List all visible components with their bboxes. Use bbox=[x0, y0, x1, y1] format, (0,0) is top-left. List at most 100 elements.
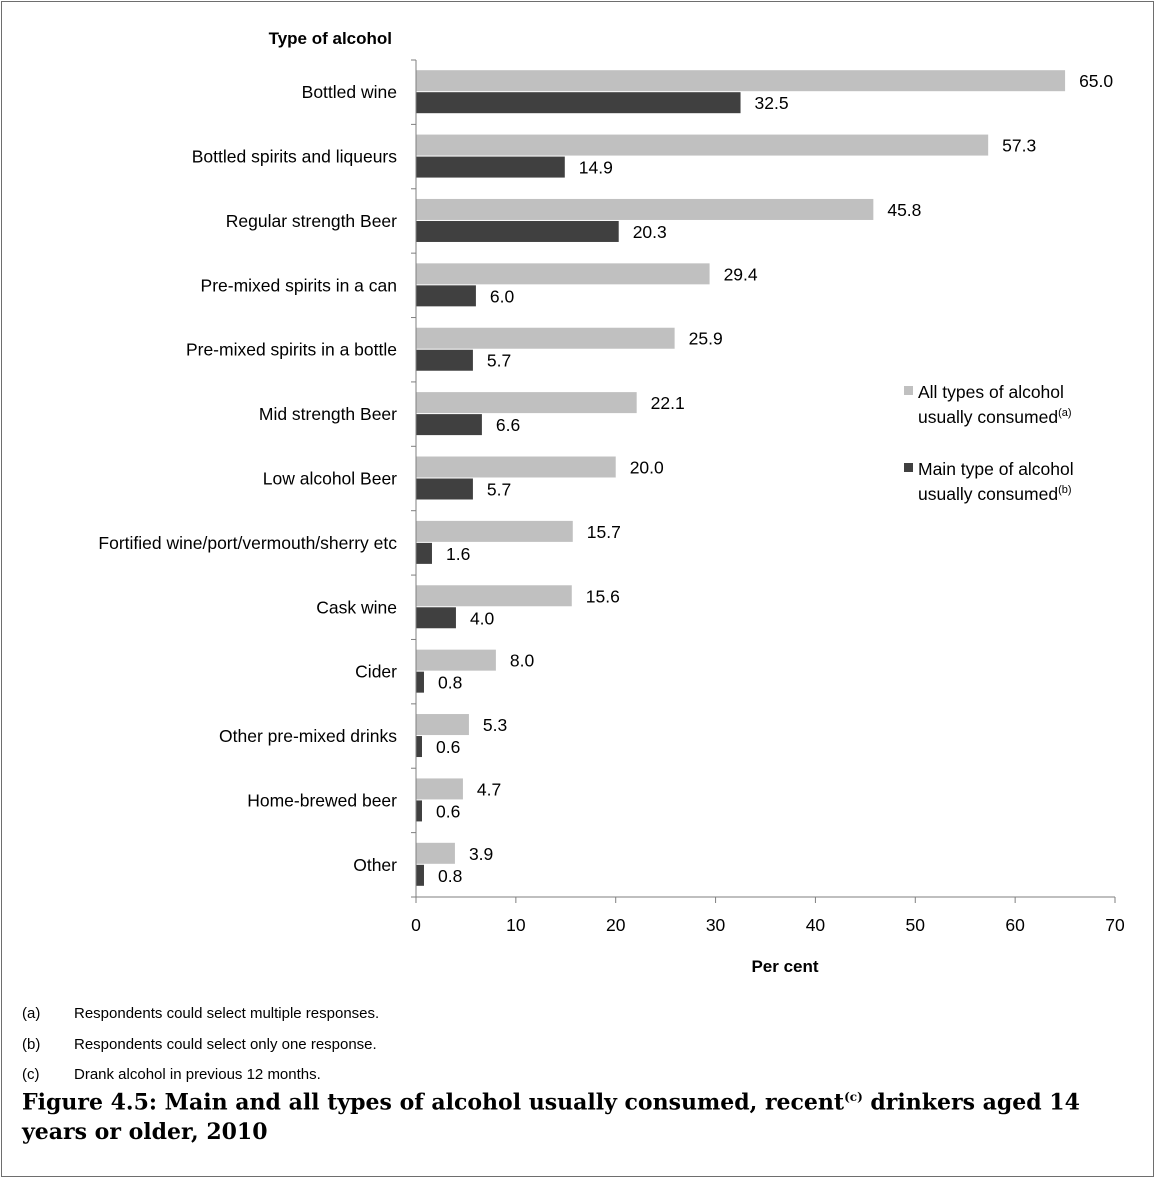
x-tick-label: 60 bbox=[1005, 915, 1025, 935]
data-label: 0.6 bbox=[436, 801, 460, 821]
data-label: 14.9 bbox=[579, 158, 613, 178]
legend-note: (b) bbox=[1058, 484, 1071, 496]
footnote-mark: (a) bbox=[22, 1005, 41, 1022]
bar-all-types bbox=[416, 520, 573, 542]
bar-all-types bbox=[416, 842, 455, 864]
bar-main-type bbox=[416, 220, 619, 242]
footnote-mark: (b) bbox=[22, 1036, 41, 1053]
bar-main-type bbox=[416, 736, 422, 758]
bar-all-types bbox=[416, 456, 616, 478]
caption-text-end: drinkers aged 14 years or older, 2010 bbox=[22, 1089, 1080, 1146]
data-label: 45.8 bbox=[887, 200, 921, 220]
data-label: 6.0 bbox=[490, 286, 515, 306]
bar-main-type bbox=[416, 414, 482, 436]
data-label: 0.6 bbox=[436, 737, 460, 757]
x-axis-title: Per cent bbox=[751, 957, 818, 976]
data-label: 1.6 bbox=[446, 544, 470, 564]
bar-main-type bbox=[416, 92, 741, 114]
data-label: 6.6 bbox=[496, 415, 520, 435]
data-label: 32.5 bbox=[755, 93, 789, 113]
bar-main-type bbox=[416, 478, 473, 500]
category-label: Bottled wine bbox=[302, 82, 397, 102]
bar-all-types bbox=[416, 392, 637, 414]
legend-swatch-main-type bbox=[904, 463, 913, 472]
bar-main-type bbox=[416, 542, 432, 564]
legend-label-cont: usually consumed(a) bbox=[918, 407, 1072, 427]
caption-text: Figure 4.5: Main and all types of alcoho… bbox=[22, 1089, 845, 1116]
data-label: 0.8 bbox=[438, 673, 462, 693]
data-label: 5.7 bbox=[487, 480, 511, 500]
data-label: 15.7 bbox=[587, 522, 621, 542]
data-label: 4.0 bbox=[470, 608, 495, 628]
bars-group: Bottled wine 65.0 32.5 Bottled spirits and … bbox=[98, 70, 1113, 886]
category-label: Regular strength Beer bbox=[226, 211, 397, 231]
bar-all-types bbox=[416, 70, 1066, 92]
footnote-a: (a) Respondents could select multiple res… bbox=[22, 1005, 379, 1022]
y-axis-title: Type of alcohol bbox=[269, 29, 392, 48]
data-label: 29.4 bbox=[724, 264, 758, 284]
data-label: 65.0 bbox=[1079, 71, 1113, 91]
data-label: 5.7 bbox=[487, 351, 511, 371]
category-label: Low alcohol Beer bbox=[263, 469, 397, 489]
bar-main-type bbox=[416, 864, 424, 886]
bar-all-types bbox=[416, 198, 874, 220]
data-label: 57.3 bbox=[1002, 136, 1036, 156]
footnote-mark: (c) bbox=[22, 1066, 40, 1083]
category-label: Other bbox=[353, 855, 397, 875]
legend-label: All types of alcohol bbox=[918, 382, 1064, 402]
category-label: Bottled spirits and liqueurs bbox=[192, 147, 397, 167]
bar-all-types bbox=[416, 327, 675, 349]
category-label: Mid strength Beer bbox=[259, 404, 397, 424]
category-label: Fortified wine/port/vermouth/sherry etc bbox=[98, 533, 397, 553]
x-tick-label: 70 bbox=[1105, 915, 1125, 935]
x-tick-label: 30 bbox=[706, 915, 726, 935]
legend-label-cont: usually consumed(b) bbox=[918, 484, 1072, 504]
footnote-text: Respondents could select only one respon… bbox=[74, 1036, 377, 1053]
x-tick-label: 0 bbox=[411, 915, 421, 935]
bar-all-types bbox=[416, 649, 496, 671]
footnote-c: (c) Drank alcohol in previous 12 months. bbox=[22, 1066, 321, 1083]
x-tick-label: 50 bbox=[906, 915, 926, 935]
footnote-b: (b) Respondents could select only one res… bbox=[22, 1036, 377, 1053]
bar-all-types bbox=[416, 778, 463, 800]
category-label: Cider bbox=[355, 662, 397, 682]
x-tick-label: 40 bbox=[806, 915, 826, 935]
bar-main-type bbox=[416, 349, 473, 371]
bar-main-type bbox=[416, 671, 424, 693]
footnote-text: Drank alcohol in previous 12 months. bbox=[74, 1066, 321, 1083]
data-label: 3.9 bbox=[469, 844, 493, 864]
legend-swatch-all-types bbox=[904, 386, 913, 395]
x-tick-label: 20 bbox=[606, 915, 626, 935]
category-label: Other pre-mixed drinks bbox=[219, 726, 397, 746]
category-label: Pre-mixed spirits in a can bbox=[201, 275, 397, 295]
data-label: 20.3 bbox=[633, 222, 667, 242]
bar-main-type bbox=[416, 285, 476, 307]
data-label: 5.3 bbox=[483, 715, 507, 735]
bar-main-type bbox=[416, 607, 456, 629]
footnote-text: Respondents could select multiple respon… bbox=[74, 1005, 380, 1022]
x-axis: 0 10 20 30 40 50 60 70 bbox=[411, 59, 1125, 935]
caption-note: (c) bbox=[844, 1090, 863, 1104]
bar-all-types bbox=[416, 714, 469, 736]
data-label: 22.1 bbox=[651, 393, 685, 413]
category-label: Cask wine bbox=[316, 597, 397, 617]
bar-main-type bbox=[416, 156, 565, 178]
bar-all-types bbox=[416, 585, 572, 607]
legend: All types of alcohol usually consumed(a) M… bbox=[904, 382, 1074, 504]
category-label: Home-brewed beer bbox=[247, 790, 397, 810]
data-label: 15.6 bbox=[586, 586, 620, 606]
data-label: 25.9 bbox=[689, 329, 723, 349]
x-tick-label: 10 bbox=[506, 915, 526, 935]
category-label: Pre-mixed spirits in a bottle bbox=[186, 340, 397, 360]
bar-all-types bbox=[416, 263, 710, 285]
data-label: 20.0 bbox=[630, 458, 664, 478]
bar-chart: Type of alcohol Per cent Bottled wine 65.… bbox=[98, 29, 1125, 976]
data-label: 4.7 bbox=[477, 779, 501, 799]
data-label: 8.0 bbox=[510, 651, 535, 671]
data-label: 0.8 bbox=[438, 866, 462, 886]
bar-main-type bbox=[416, 800, 422, 822]
bar-all-types bbox=[416, 134, 989, 156]
legend-note: (a) bbox=[1058, 407, 1071, 419]
figure-caption: Figure 4.5: Main and all types of alcoho… bbox=[22, 1082, 1132, 1147]
